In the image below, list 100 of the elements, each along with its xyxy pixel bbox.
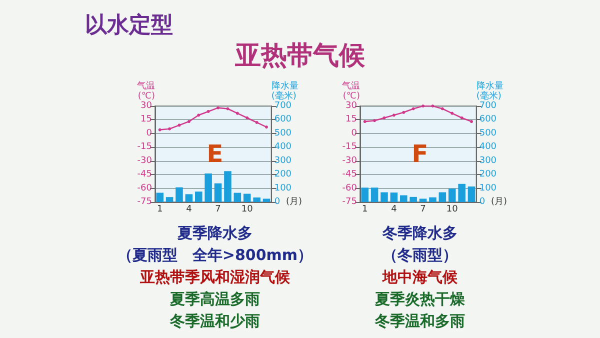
point [382, 116, 386, 120]
bar [194, 192, 202, 202]
bar [429, 197, 436, 202]
x-tick-label: 7 [215, 204, 221, 214]
bar [243, 194, 251, 202]
y-tick-label: -15 [137, 142, 152, 152]
text: 亚热带气候 [234, 40, 366, 73]
bar [448, 188, 456, 202]
point [246, 116, 249, 120]
bar [438, 192, 446, 202]
x-axis-title: (月) [286, 197, 302, 207]
bar [204, 173, 212, 202]
x-tick-label: 7 [420, 204, 426, 214]
y2-axis-title: 降水量 (毫米) [476, 80, 504, 102]
bar [156, 192, 164, 202]
y2-tick-label: 600 [274, 114, 292, 125]
bar [361, 188, 368, 202]
y-tick-label: 0 [146, 128, 152, 138]
x-tick-label: 1 [156, 204, 163, 214]
y2-tick-label: 400 [479, 142, 497, 152]
x-axis-title: (月) [490, 197, 508, 207]
y2-tick-label: 700 [479, 101, 497, 111]
bar [214, 183, 222, 202]
text: 夏季降水多 [176, 223, 254, 244]
point [450, 112, 454, 115]
point [197, 114, 200, 117]
point [402, 110, 406, 114]
y-tick-label: -45 [137, 170, 152, 180]
bar [380, 192, 388, 202]
point [206, 110, 210, 113]
text: 夏季高温多雨 [169, 289, 261, 310]
text: （冬雨型） [382, 246, 458, 264]
y2-tick-label: 700 [274, 101, 292, 111]
y2-tick-label: 600 [479, 114, 497, 125]
line-series [158, 106, 268, 132]
text: 以水定型 [85, 12, 173, 40]
y-tick-label: -30 [137, 156, 152, 166]
bar [370, 188, 378, 202]
y2-tick-label: 100 [479, 183, 497, 194]
y2-tick-label: 500 [479, 128, 497, 138]
y-tick-label: 15 [140, 114, 152, 125]
bar [166, 197, 174, 202]
point [363, 120, 366, 124]
y2-tick-label: 200 [274, 170, 292, 180]
point [255, 120, 258, 124]
bar [410, 196, 417, 202]
point [226, 107, 230, 110]
y2-tick-label: 100 [274, 183, 292, 194]
y2-tick-label: 500 [274, 128, 292, 138]
bar [390, 192, 398, 202]
y-tick-label: 15 [346, 114, 357, 125]
point [412, 107, 415, 110]
x-tick-label: 4 [391, 204, 398, 214]
text: （夏雨型 全年>800mm） [116, 245, 314, 266]
text: 夏季炎热干燥 [374, 289, 466, 310]
y-tick-label: -75 [342, 197, 357, 207]
bar [224, 171, 232, 202]
y2-tick-label: 300 [274, 156, 292, 166]
y2-tick-label: 0 [479, 197, 486, 207]
text: 亚热带季风和湿润气候 [139, 267, 291, 288]
point [431, 104, 434, 108]
bar [262, 198, 270, 202]
y-tick-label: -30 [342, 156, 358, 166]
bar [400, 195, 408, 202]
point [216, 106, 220, 110]
point [187, 120, 190, 124]
y-tick-label: 30 [346, 101, 358, 111]
y-tick-label: -75 [137, 197, 152, 207]
point [440, 107, 444, 110]
text: 冬季降水多 [381, 223, 458, 244]
x-tick-label: 10 [446, 204, 458, 214]
text: F [412, 140, 428, 168]
bar [468, 186, 476, 202]
y-tick-label: -60 [137, 183, 152, 194]
point [373, 119, 376, 122]
y-tick-label: -60 [342, 183, 358, 194]
point [178, 124, 181, 127]
y-axis-title: 气温 (℃) [137, 80, 155, 102]
y2-tick-label: 400 [274, 142, 292, 152]
y-tick-label: 30 [140, 101, 152, 111]
y2-axis-title: 降水量 (毫米) [271, 80, 298, 102]
text: 冬季温和多雨 [374, 311, 466, 332]
text: 地中海气候 [382, 268, 458, 286]
bar [185, 194, 193, 202]
point [168, 127, 172, 130]
y-axis-title: 气温 (℃) [342, 80, 360, 102]
point [460, 116, 464, 120]
y2-tick-label: 0 [274, 197, 280, 207]
y-tick-label: -45 [342, 170, 357, 180]
y2-tick-label: 200 [479, 170, 497, 180]
y2-tick-label: 300 [479, 156, 497, 166]
point [236, 112, 239, 115]
bar [458, 184, 466, 202]
x-tick-label: 10 [241, 204, 254, 214]
text: E [206, 140, 224, 168]
point [392, 114, 396, 117]
bar [234, 192, 242, 202]
text: 冬季温和少雨 [168, 311, 261, 332]
x-tick-label: 4 [186, 204, 192, 214]
bar [176, 187, 183, 202]
